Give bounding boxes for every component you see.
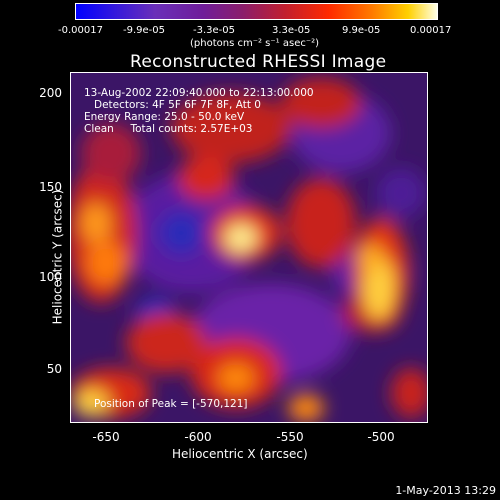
x-axis-label: Heliocentric X (arcsec) [172, 447, 308, 461]
y-tick-label: 200 [39, 86, 62, 100]
annotation-energy-range: Energy Range: 25.0 - 50.0 keV [84, 111, 245, 123]
colorbar [75, 3, 438, 20]
colorbar-tick: -3.3e-05 [193, 25, 235, 36]
colorbar-tick: 9.9e-05 [342, 25, 381, 36]
colorbar-units: (photons cm⁻² s⁻¹ asec⁻²) [190, 38, 320, 49]
y-tick-label: 150 [39, 180, 62, 194]
annotation-detectors: Detectors: 4F 5F 6F 7F 8F, Att 0 [94, 99, 261, 111]
annotation-clean-counts: Clean Total counts: 2.57E+03 [84, 123, 253, 135]
x-tick-label: -550 [276, 430, 304, 444]
x-tick-label: -500 [367, 430, 395, 444]
colorbar-tick: 0.00017 [410, 25, 452, 36]
rhessi-image: 13-Aug-2002 22:09:40.000 to 22:13:00.000… [70, 72, 428, 423]
x-tick-label: -600 [184, 430, 212, 444]
plot-title: Reconstructed RHESSI Image [130, 52, 387, 72]
y-axis-label: Heliocentric Y (arcsec) [50, 189, 65, 325]
annotation-time-range: 13-Aug-2002 22:09:40.000 to 22:13:00.000 [84, 87, 314, 99]
y-tick-label: 50 [46, 362, 62, 376]
image-map [71, 73, 427, 422]
y-tick-label: 100 [39, 270, 62, 284]
annotation-peak-position: Position of Peak = [-570,121] [94, 398, 248, 410]
colorbar-tick: -9.9e-05 [123, 25, 165, 36]
colorbar-tick: -0.00017 [58, 25, 103, 36]
footer-date: 1-May-2013 13:29 [395, 484, 496, 497]
x-tick-label: -650 [92, 430, 120, 444]
colorbar-tick: 3.3e-05 [272, 25, 311, 36]
